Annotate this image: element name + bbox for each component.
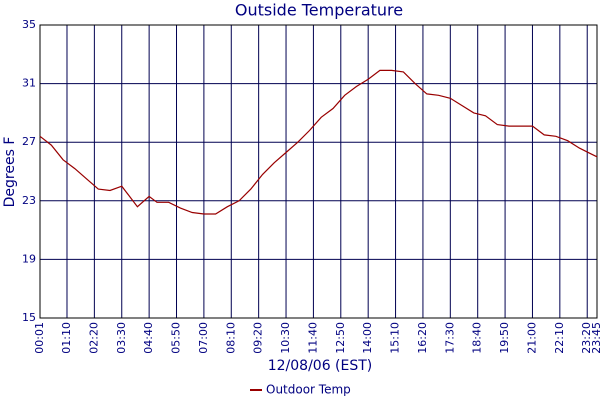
x-tick-label: 17:30 <box>443 322 456 354</box>
y-tick-label: 31 <box>22 77 36 90</box>
y-tick-label: 23 <box>22 194 36 207</box>
x-tick-label: 05:50 <box>170 322 183 354</box>
x-tick-label: 07:00 <box>197 322 210 354</box>
plot-area <box>40 25 597 318</box>
x-tick-label: 14:00 <box>361 322 374 354</box>
x-tick-label: 10:30 <box>279 322 292 354</box>
plot-border <box>39 24 598 319</box>
x-tick-label: 09:20 <box>252 322 265 354</box>
x-tick-label: 23:20 <box>580 322 593 354</box>
x-tick-label: 22:10 <box>553 322 566 354</box>
x-tick-label: 18:40 <box>471 322 484 354</box>
x-tick-label: 11:40 <box>306 322 319 354</box>
x-axis-label: 12/08/06 (EST) <box>268 358 373 374</box>
y-tick-label: 27 <box>22 135 36 148</box>
x-tick-label: 16:20 <box>416 322 429 354</box>
x-tick-label: 04:40 <box>142 322 155 354</box>
legend-label: Outdoor Temp <box>266 383 351 397</box>
x-tick-label: 03:30 <box>115 322 128 354</box>
x-tick-label: 12:50 <box>334 322 347 354</box>
x-tick-label: 08:10 <box>224 322 237 354</box>
x-tick-label: 15:10 <box>389 322 402 354</box>
y-tick-label: 15 <box>22 311 36 324</box>
y-tick-label: 35 <box>22 18 36 31</box>
x-tick-label: 01:10 <box>60 322 73 354</box>
x-tick-label: 23:45 <box>590 322 600 354</box>
x-tick-label: 21:00 <box>525 322 538 354</box>
x-tick-label: 19:50 <box>498 322 511 354</box>
chart-title: Outside Temperature <box>235 1 403 20</box>
x-tick-label: 02:20 <box>87 322 100 354</box>
y-axis-label: Degrees F <box>2 137 18 208</box>
x-tick-label: 00:01 <box>33 322 46 354</box>
y-tick-label: 19 <box>22 252 36 265</box>
data-line <box>39 69 598 215</box>
